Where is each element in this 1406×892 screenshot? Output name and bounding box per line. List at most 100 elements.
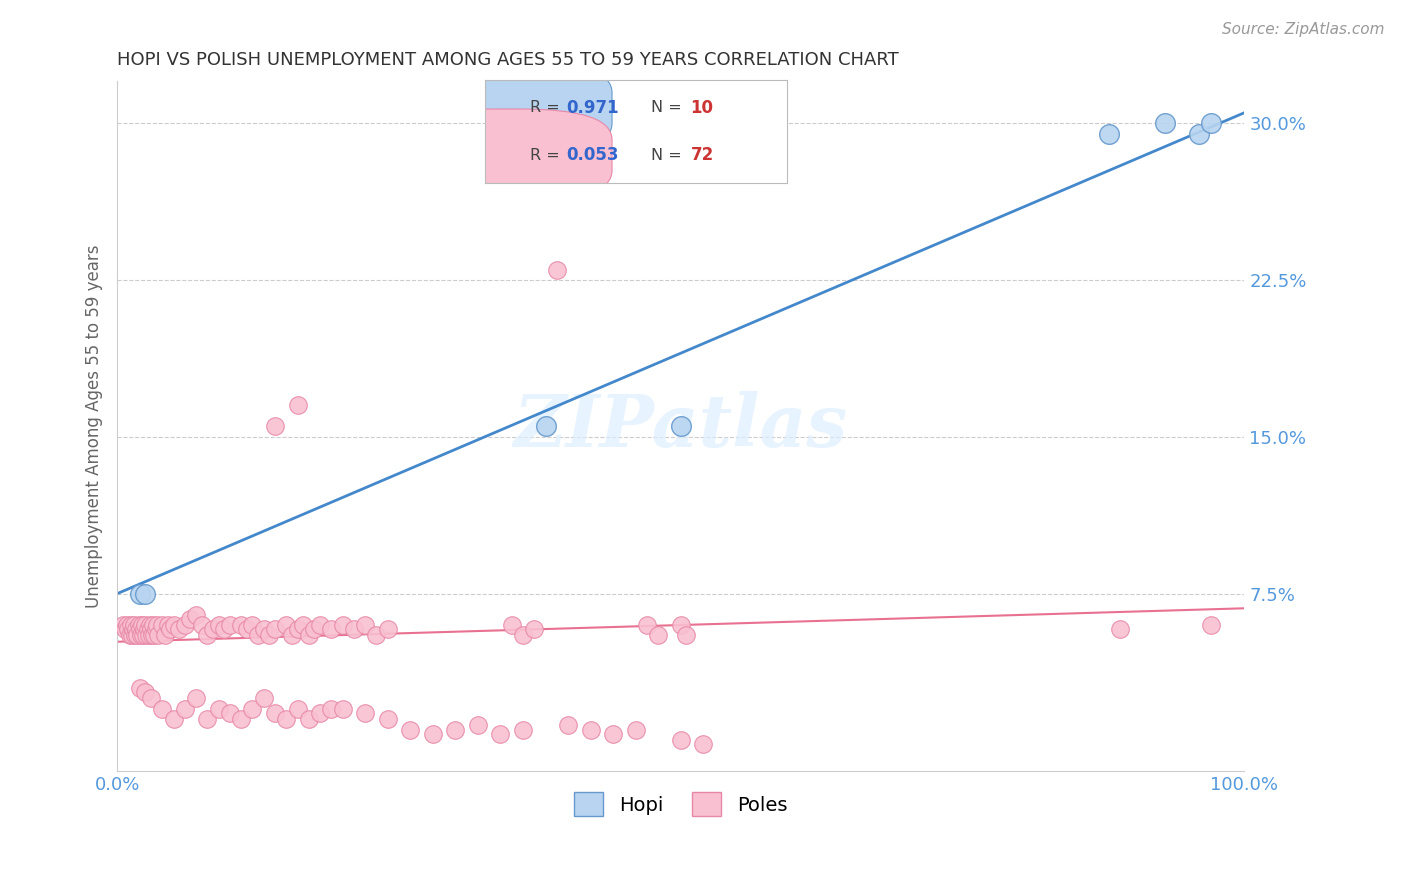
Point	[145, 618, 167, 632]
Point	[167, 622, 190, 636]
Point	[512, 723, 534, 737]
Point	[292, 618, 315, 632]
Point	[117, 618, 139, 632]
Point	[354, 618, 377, 632]
Point	[134, 618, 156, 632]
Point	[190, 618, 212, 632]
Point	[122, 618, 145, 632]
Point	[298, 712, 321, 726]
Point	[120, 618, 142, 632]
Point	[669, 419, 692, 434]
Point	[287, 701, 309, 715]
Point	[501, 618, 523, 632]
Point	[117, 622, 139, 636]
Point	[287, 622, 309, 636]
Point	[118, 628, 141, 642]
Point	[1199, 618, 1222, 632]
FancyBboxPatch shape	[404, 62, 612, 154]
Point	[132, 628, 155, 642]
Point	[546, 262, 568, 277]
Text: 10: 10	[690, 99, 714, 117]
Point	[354, 706, 377, 720]
Point	[125, 622, 148, 636]
Text: ZIPatlas: ZIPatlas	[513, 391, 848, 462]
FancyBboxPatch shape	[404, 109, 612, 202]
Point	[1199, 116, 1222, 130]
Text: N =: N =	[651, 148, 682, 162]
Point	[214, 622, 236, 636]
Point	[195, 628, 218, 642]
Point	[142, 618, 165, 632]
Point	[309, 618, 332, 632]
Text: 0.971: 0.971	[567, 99, 619, 117]
Point	[128, 587, 150, 601]
Point	[141, 628, 163, 642]
Point	[253, 622, 276, 636]
Point	[467, 718, 489, 732]
Point	[304, 622, 326, 636]
Point	[534, 419, 557, 434]
Point	[647, 628, 669, 642]
Point	[332, 618, 354, 632]
Point	[153, 628, 176, 642]
Point	[179, 612, 201, 626]
Point	[145, 622, 167, 636]
Point	[675, 628, 697, 642]
Point	[127, 628, 149, 642]
Point	[173, 701, 195, 715]
Point	[242, 701, 264, 715]
Point	[264, 706, 287, 720]
Text: R =: R =	[530, 148, 560, 162]
Point	[624, 723, 647, 737]
Point	[321, 701, 343, 715]
Point	[242, 618, 264, 632]
Point	[231, 712, 253, 726]
Point	[129, 628, 152, 642]
Point	[332, 701, 354, 715]
Point	[281, 628, 304, 642]
Point	[377, 622, 399, 636]
Point	[489, 727, 512, 741]
Point	[208, 701, 231, 715]
Point	[128, 622, 150, 636]
Text: R =: R =	[530, 101, 560, 115]
Point	[264, 622, 287, 636]
Point	[122, 622, 145, 636]
Point	[150, 701, 173, 715]
Point	[146, 628, 169, 642]
Point	[184, 691, 207, 706]
Point	[134, 622, 156, 636]
Point	[321, 622, 343, 636]
Point	[399, 723, 422, 737]
Point	[298, 628, 321, 642]
Point	[276, 618, 298, 632]
Point	[156, 618, 179, 632]
Text: N =: N =	[651, 101, 682, 115]
Point	[247, 628, 270, 642]
Point	[1154, 116, 1177, 130]
Point	[134, 587, 156, 601]
Point	[253, 691, 276, 706]
Point	[219, 706, 242, 720]
Point	[276, 712, 298, 726]
Point	[139, 691, 162, 706]
Point	[579, 723, 602, 737]
Point	[173, 618, 195, 632]
Point	[636, 618, 658, 632]
Text: HOPI VS POLISH UNEMPLOYMENT AMONG AGES 55 TO 59 YEARS CORRELATION CHART: HOPI VS POLISH UNEMPLOYMENT AMONG AGES 5…	[117, 51, 898, 69]
Point	[259, 628, 281, 642]
Point	[150, 618, 173, 632]
Point	[1188, 127, 1211, 141]
Point	[1098, 127, 1121, 141]
Point	[287, 399, 309, 413]
Point	[139, 622, 162, 636]
Point	[138, 628, 160, 642]
Point	[136, 622, 159, 636]
Point	[134, 685, 156, 699]
Text: 0.053: 0.053	[567, 146, 619, 164]
Point	[669, 618, 692, 632]
Point	[512, 628, 534, 642]
Point	[162, 712, 184, 726]
Point	[422, 727, 444, 741]
Point	[162, 618, 184, 632]
